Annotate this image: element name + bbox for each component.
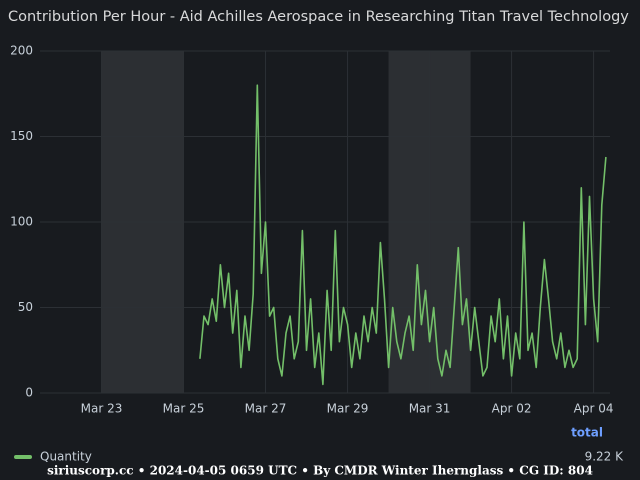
y-tick-label: 50 — [18, 300, 33, 314]
x-tick-label: Apr 02 — [492, 402, 532, 416]
x-tick-label: Mar 31 — [409, 402, 451, 416]
footer: siriuscorp.cc • 2024-04-05 0659 UTC • By… — [47, 464, 593, 478]
legend-total: 9.22 K — [585, 450, 625, 464]
y-tick-label: 200 — [10, 44, 33, 58]
chart-title: Contribution Per Hour - Aid Achilles Aer… — [8, 9, 629, 25]
legend-column-header: total — [571, 426, 603, 440]
x-tick-label: Mar 23 — [81, 402, 123, 416]
x-tick-label: Mar 25 — [163, 402, 205, 416]
y-tick-label: 0 — [25, 386, 33, 400]
x-tick-label: Mar 27 — [245, 402, 287, 416]
series-line — [199, 84, 607, 386]
x-tick-label: Apr 04 — [574, 402, 614, 416]
legend-label: Quantity — [40, 450, 92, 464]
y-tick-label: 150 — [10, 129, 33, 143]
x-tick-label: Mar 29 — [327, 402, 369, 416]
y-tick-label: 100 — [10, 215, 33, 229]
